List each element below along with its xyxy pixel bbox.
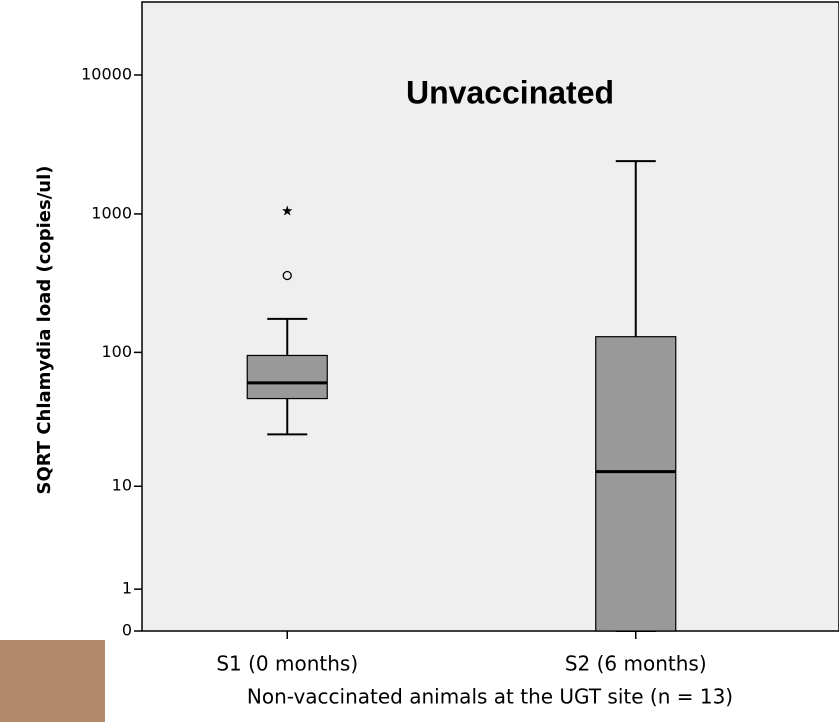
x-tick-label: S1 (0 months) (216, 652, 358, 676)
y-tick-label: 1 (122, 579, 132, 598)
y-tick-label: 1000 (91, 203, 132, 222)
y-tick-label: 10 (112, 476, 132, 495)
x-axis-label: Non-vaccinated animals at the UGT site (… (247, 685, 733, 709)
x-tick-label: S2 (6 months) (565, 652, 707, 676)
chart-title: Unvaccinated (406, 74, 614, 110)
box (596, 337, 676, 631)
y-tick-label: 10000 (81, 64, 132, 83)
chart: Unvaccinated SQRT Chlamydia load (copies… (0, 0, 839, 722)
y-tick-label: 0 (122, 621, 132, 640)
photo-fragment (0, 640, 105, 722)
y-axis-label: SQRT Chlamydia load (copies/ul) (34, 165, 55, 494)
box (247, 355, 327, 398)
y-tick-label: 100 (101, 342, 132, 361)
